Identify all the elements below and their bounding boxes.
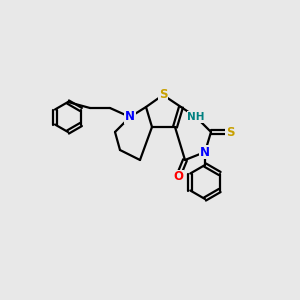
Text: N: N xyxy=(200,146,210,158)
Text: NH: NH xyxy=(187,112,205,122)
Text: S: S xyxy=(159,88,167,101)
Text: S: S xyxy=(226,125,234,139)
Text: O: O xyxy=(173,170,183,184)
Text: N: N xyxy=(125,110,135,124)
